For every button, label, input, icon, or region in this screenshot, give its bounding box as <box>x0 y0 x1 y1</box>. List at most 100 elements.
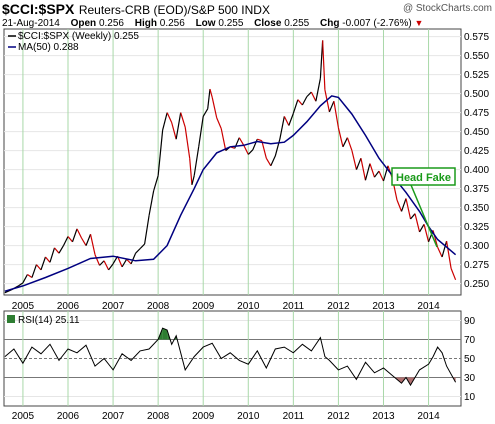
price-segment <box>139 243 146 250</box>
price-y-tick: 0.425 <box>464 146 489 157</box>
price-segment <box>58 245 65 254</box>
price-segment <box>62 236 69 246</box>
price-y-tick: 0.500 <box>464 89 489 100</box>
price-segment <box>373 170 380 178</box>
rsi-x-tick: 2006 <box>57 411 80 422</box>
price-x-tick: 2009 <box>192 301 215 312</box>
price-segment <box>315 78 321 102</box>
price-segment <box>238 137 245 146</box>
price-segment <box>319 40 324 79</box>
quote-date: 21-Aug-2014 <box>2 18 60 29</box>
price-segment <box>207 88 211 109</box>
price-grid <box>4 29 461 295</box>
price-segment <box>99 260 105 266</box>
price-segment <box>126 258 132 265</box>
price-segment <box>279 116 285 140</box>
price-x-tick: 2013 <box>372 301 395 312</box>
price-segment <box>67 236 73 243</box>
price-segment <box>270 155 276 167</box>
price-segment <box>342 137 348 148</box>
price-segment <box>144 215 150 245</box>
price-segment <box>135 248 141 254</box>
close-value: 0.255 <box>284 18 310 29</box>
price-x-tick: 2012 <box>327 301 350 312</box>
open-label: Open <box>70 18 97 29</box>
price-segment <box>211 97 218 119</box>
open-value: 0.256 <box>98 18 124 29</box>
price-legend: $CCI:$SPX (Weekly) 0.255 MA(50) 0.288 <box>8 31 139 53</box>
rsi-x-tick: 2012 <box>327 411 350 422</box>
price-y-tick: 0.525 <box>464 70 489 81</box>
rsi-line <box>4 327 457 387</box>
annotation-arrow <box>410 184 438 248</box>
rsi-overbought-fill <box>162 328 168 340</box>
price-segment <box>355 157 362 170</box>
price-panel: 0.575 0.550 0.525 0.500 0.475 0.450 0.425 0.400… <box>3 28 489 296</box>
price-segment <box>405 198 412 220</box>
price-y-tick: 0.350 <box>464 203 489 214</box>
price-y-tick: 0.275 <box>464 260 489 271</box>
chg-label: Chg <box>320 18 340 29</box>
price-segment <box>31 264 38 278</box>
price-segment <box>419 224 425 233</box>
rsi-y-tick: 70 <box>464 335 476 346</box>
rsi-panel: 90 70 50 30 10 RSI(14) 25.11 <box>3 310 476 407</box>
rsi-x-tick: 2013 <box>372 411 395 422</box>
price-segment <box>71 228 78 242</box>
price-x-axis: 2005 2006 2007 2008 2009 2010 2011 2012 2013 2014 <box>12 301 440 312</box>
price-x-tick: 2005 <box>12 301 35 312</box>
price-segment <box>40 256 47 271</box>
price-segment <box>445 240 452 269</box>
rsi-x-tick: 2011 <box>283 411 305 422</box>
price-segment <box>400 198 407 212</box>
rsi-y-tick: 10 <box>464 392 476 403</box>
price-segment <box>108 263 114 271</box>
high-value: 0.256 <box>159 18 185 29</box>
price-segment <box>437 246 443 258</box>
price-segment <box>274 139 281 157</box>
price-x-tick: 2007 <box>102 301 125 312</box>
price-segment <box>49 247 56 263</box>
price-segment <box>130 252 137 265</box>
low-value: 0.255 <box>218 18 244 29</box>
price-segment <box>243 145 249 155</box>
price-segment <box>162 112 168 131</box>
close-label: Close <box>254 18 282 29</box>
price-segment <box>292 99 299 114</box>
price-y-tick: 0.300 <box>464 241 489 252</box>
price-segment <box>209 88 213 98</box>
price-segment <box>441 240 448 258</box>
credit-label: @ StockCharts.com <box>402 3 492 14</box>
price-segment <box>184 126 191 159</box>
price-segment <box>351 150 358 170</box>
price-segment <box>247 149 254 155</box>
rsi-series <box>4 327 457 387</box>
rsi-y-tick: 50 <box>464 354 476 365</box>
price-segment <box>166 112 173 123</box>
price-segment <box>310 91 317 102</box>
price-segment <box>191 175 195 185</box>
price-segment <box>22 274 28 284</box>
rsi-y-tick: 30 <box>464 373 476 384</box>
price-y-tick: 0.550 <box>464 51 489 62</box>
price-segment <box>322 40 326 90</box>
rsi-grid <box>4 311 461 406</box>
annotation-box <box>391 167 456 186</box>
price-segment <box>27 273 33 279</box>
price-segment <box>265 157 272 167</box>
price-segment <box>35 264 42 271</box>
ma-50-line <box>4 95 457 292</box>
price-segment <box>157 130 164 176</box>
price-segment <box>414 213 421 233</box>
rsi-y-axis: 90 70 50 30 10 <box>464 316 476 403</box>
head-fake-annotation: Head Fake <box>391 167 456 248</box>
price-segment <box>301 96 308 106</box>
price-segment <box>175 112 182 140</box>
price-segment <box>89 234 96 255</box>
price-segment <box>450 268 457 281</box>
price-x-tick: 2011 <box>283 301 305 312</box>
price-y-tick: 0.450 <box>464 127 489 138</box>
price-x-tick: 2010 <box>237 301 260 312</box>
price-segment <box>396 199 403 212</box>
price-segment <box>103 260 110 271</box>
